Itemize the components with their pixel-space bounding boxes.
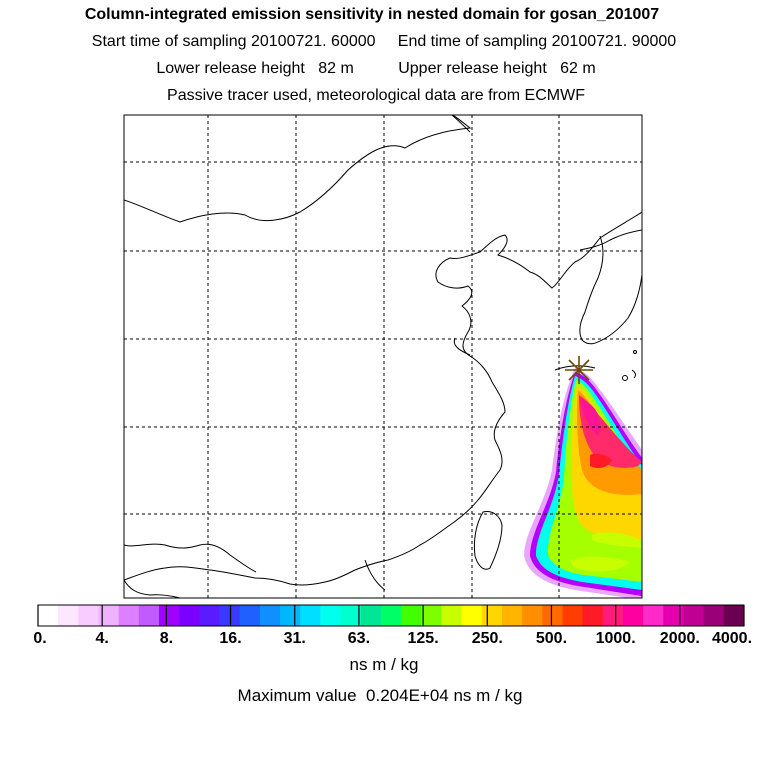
legend-units: ns m / kg — [349, 655, 419, 674]
legend-swatch — [663, 605, 684, 626]
legend-swatch — [622, 605, 644, 626]
legend-swatch — [360, 605, 382, 626]
legend-tick-label: 1000. — [595, 630, 636, 647]
legend-swatch — [78, 605, 100, 626]
legend-swatch — [380, 605, 402, 626]
legend-swatch — [522, 605, 543, 626]
legend-swatch — [159, 605, 180, 626]
legend-swatch — [703, 605, 725, 626]
sensitivity-plume — [524, 368, 642, 598]
map-frame — [123, 114, 643, 599]
legend-swatch — [723, 605, 745, 626]
legend-tick-label: 0. — [33, 630, 47, 647]
legend-swatch — [138, 605, 160, 626]
star-icon — [565, 356, 593, 384]
legend-swatch — [300, 605, 321, 626]
legend-swatch — [199, 605, 221, 626]
legend-tick-label: 125. — [407, 630, 439, 647]
legend-swatch — [38, 605, 59, 626]
legend-tick-label: 4. — [95, 630, 109, 647]
lat-lon-grid — [124, 115, 642, 598]
coastlines — [124, 115, 642, 598]
legend-swatch — [643, 605, 664, 626]
legend-swatch — [501, 605, 523, 626]
legend-swatch — [219, 605, 241, 626]
legend-swatch — [118, 605, 140, 626]
legend-swatch — [421, 605, 442, 626]
legend-swatch — [401, 605, 422, 626]
plot-title: Column-integrated emission sensitivity i… — [84, 6, 660, 23]
legend-tick-label: 4000. — [711, 630, 753, 647]
legend-tick-label: 500. — [535, 630, 568, 647]
legend-tick-label: 2000. — [659, 630, 700, 647]
legend-swatch — [320, 605, 342, 626]
legend-swatch — [481, 605, 503, 626]
legend-swatch — [562, 605, 584, 626]
legend-tick-label: 16. — [219, 630, 242, 647]
legend-tick-label: 8. — [159, 630, 174, 647]
legend-tick-label: 31. — [283, 630, 306, 647]
max-value-text: Maximum value 0.204E+04 ns m / kg — [237, 686, 523, 705]
legend-swatch — [542, 605, 563, 626]
legend-swatch — [259, 605, 281, 626]
sampling-time-line: Start time of sampling 20100721. 60000 E… — [91, 33, 677, 50]
legend-swatch — [179, 605, 200, 626]
legend-swatch — [98, 605, 120, 626]
legend-swatch — [441, 605, 463, 626]
legend-tick-label: 63. — [347, 630, 371, 647]
legend-swatch — [280, 605, 301, 626]
legend-swatch — [683, 605, 705, 626]
legend-swatch — [58, 605, 79, 626]
legend-swatch — [239, 605, 261, 626]
legend-swatch — [602, 605, 624, 626]
legend-swatch — [340, 605, 362, 626]
legend-swatch — [461, 605, 483, 626]
legend-tick-label: 250. — [471, 630, 503, 647]
legend-swatch — [582, 605, 604, 626]
release-height-line: Lower release height 82 m Upper release … — [156, 60, 596, 77]
tracer-info-line: Passive tracer used, meteorological data… — [167, 87, 585, 104]
